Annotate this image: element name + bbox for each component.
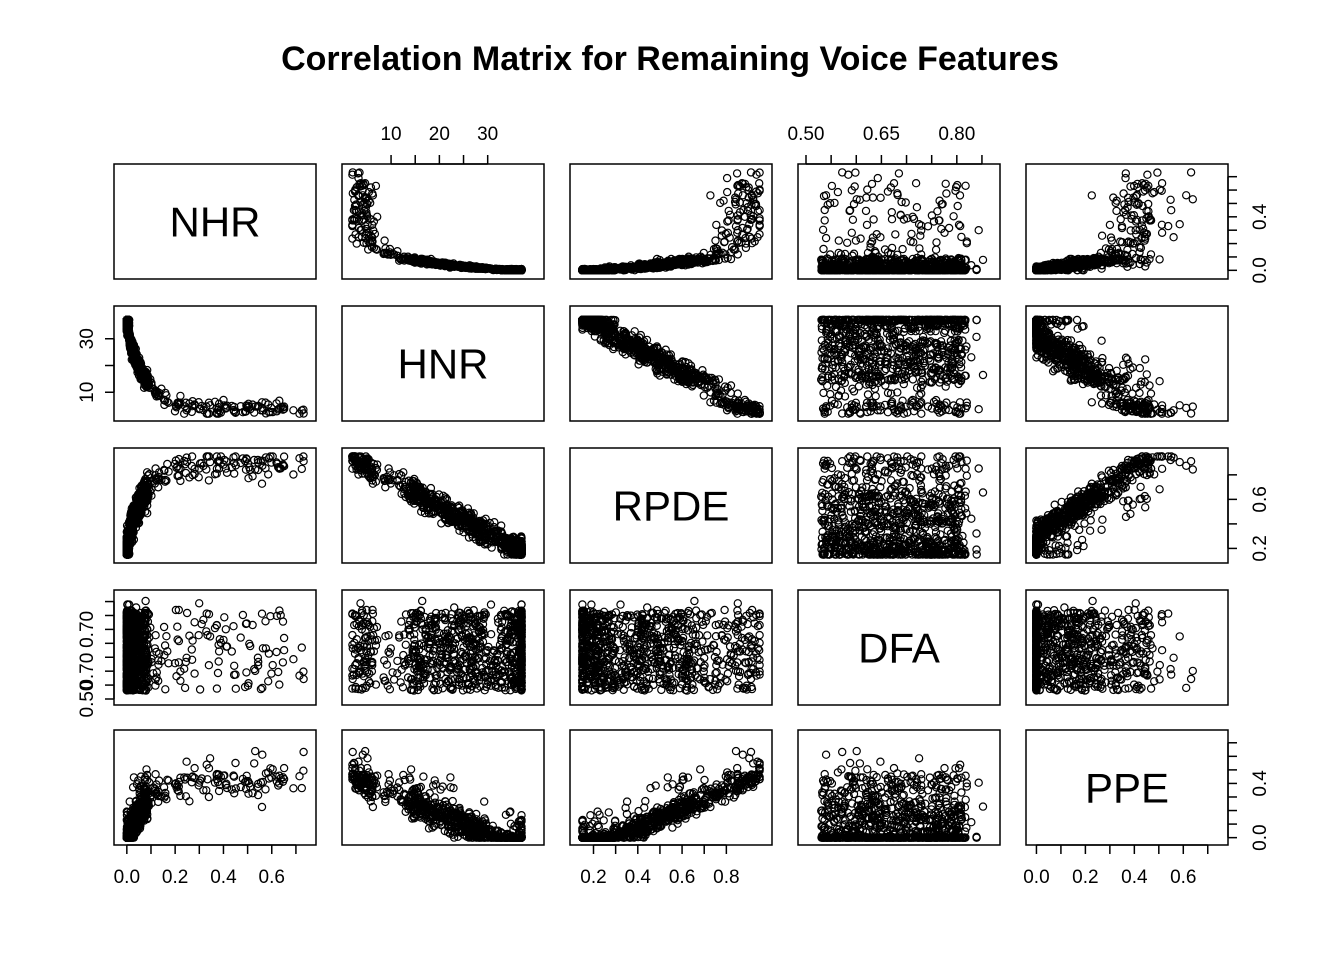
data-point [1169, 232, 1178, 242]
data-point [711, 236, 720, 245]
data-point [911, 178, 921, 188]
data-point [932, 238, 941, 247]
data-point [942, 189, 951, 198]
panel-hnr-nhr [113, 305, 317, 422]
data-point [833, 187, 843, 197]
data-point [1119, 189, 1128, 198]
data-point [876, 193, 885, 202]
data-point [861, 206, 871, 216]
data-point [847, 228, 857, 237]
data-point [1143, 170, 1152, 179]
data-point [699, 391, 709, 400]
data-point [851, 236, 861, 245]
data-point [1157, 178, 1167, 188]
chart-title: Correlation Matrix for Remaining Voice F… [281, 40, 1059, 78]
data-point [834, 236, 844, 245]
panel-nhr-ppe [1025, 163, 1229, 280]
data-point [348, 234, 357, 243]
data-point [821, 233, 831, 243]
data-point [848, 215, 858, 224]
data-point [916, 231, 925, 240]
data-point [931, 245, 941, 254]
data-point [851, 168, 860, 177]
data-point [825, 198, 835, 208]
data-point [1121, 173, 1130, 183]
data-point [819, 244, 828, 254]
data-point [1188, 195, 1198, 204]
data-point [941, 179, 950, 188]
data-point [380, 236, 389, 245]
data-point [366, 183, 376, 192]
data-point [354, 173, 363, 183]
panel-hnr-rpde [569, 305, 773, 422]
data-point [1181, 191, 1191, 200]
data-point [176, 391, 185, 401]
data-point [1157, 228, 1167, 237]
data-point [1153, 168, 1162, 177]
data-point [955, 191, 965, 200]
data-point [722, 173, 732, 183]
data-point [820, 216, 829, 225]
data-point [1155, 255, 1164, 264]
data-point [289, 406, 298, 415]
data-point [891, 230, 900, 239]
data-point [706, 191, 715, 200]
data-point [907, 229, 916, 239]
data-point [1112, 206, 1121, 216]
data-point [978, 255, 988, 265]
data-point [732, 169, 742, 178]
data-point [887, 207, 897, 217]
data-point [1126, 226, 1135, 235]
data-point [843, 238, 852, 247]
data-point [712, 220, 721, 230]
data-point [1105, 220, 1115, 230]
panel-nhr-dfa [797, 163, 1001, 280]
data-point [933, 207, 942, 216]
diagonal-label: NHR [170, 199, 261, 246]
data-point [352, 239, 361, 248]
panel-frame [113, 163, 317, 280]
data-point [1175, 219, 1184, 229]
data-point [369, 226, 378, 235]
data-point [856, 234, 865, 243]
data-point [869, 215, 878, 224]
data-point [818, 225, 828, 234]
data-point [371, 181, 381, 191]
data-point [894, 169, 904, 178]
data-point [1097, 231, 1107, 240]
data-point [898, 244, 907, 254]
data-point [863, 185, 872, 194]
data-point [914, 219, 924, 229]
panel-nhr-hnr [341, 163, 545, 280]
data-point [974, 225, 983, 235]
data-point [949, 212, 958, 221]
data-point [1166, 195, 1175, 204]
data-point [723, 187, 732, 197]
data-point [838, 168, 847, 177]
data-point [862, 220, 872, 230]
data-point [1166, 205, 1176, 215]
panel-nhr-nhr: NHR [113, 163, 317, 280]
data-point [873, 173, 883, 183]
data-point [827, 181, 837, 191]
data-point [1186, 168, 1196, 177]
data-point [912, 202, 922, 212]
data-point [1146, 250, 1156, 259]
data-point [1135, 248, 1144, 257]
panel-hnr-hnr: HNR [341, 305, 545, 422]
data-point [353, 169, 363, 178]
diagonal-label: HNR [398, 341, 489, 388]
data-point [953, 201, 962, 211]
panel-nhr-rpde [569, 163, 773, 280]
data-point [1087, 191, 1097, 200]
data-point [887, 214, 897, 224]
data-point [961, 181, 970, 190]
